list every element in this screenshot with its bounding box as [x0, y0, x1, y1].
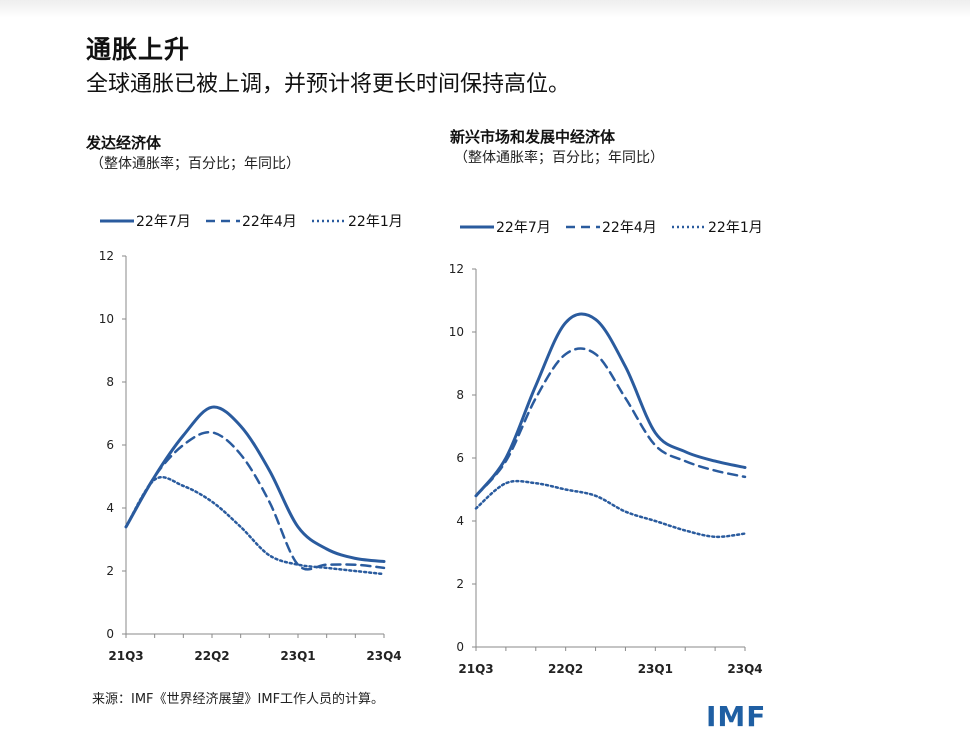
page-title: 通胀上升: [86, 35, 191, 64]
em-series-line-2: [474, 479, 747, 539]
ae-x-tick-23Q1: 23Q1: [280, 649, 315, 663]
ae-x-tick-21Q3: 21Q3: [108, 649, 143, 663]
ae-series-line-2: [124, 475, 386, 576]
ae-y-tick-2: 2: [106, 564, 114, 578]
em-y-tick-6: 6: [456, 451, 464, 465]
em-y-tick-12: 12: [449, 262, 464, 276]
em-y-tick-10: 10: [449, 325, 464, 339]
source-note: 来源：IMF《世界经济展望》IMF工作人员的计算。: [92, 692, 385, 707]
ae-y-tick-0: 0: [106, 627, 114, 641]
em-chart-subtitle: （整体通胀率；百分比；年同比）: [454, 149, 664, 166]
ae-x-tick-23Q4: 23Q4: [366, 649, 401, 663]
em-chart-title: 新兴市场和发展中经济体: [450, 128, 616, 146]
ae-y-tick-8: 8: [106, 375, 114, 389]
top-bar: [0, 0, 970, 18]
ae-chart-title: 发达经济体: [85, 134, 162, 152]
em-x-tick-23Q1: 23Q1: [638, 662, 673, 676]
ae-y-tick-12: 12: [99, 249, 114, 263]
em-x-tick-23Q4: 23Q4: [727, 662, 762, 676]
em-y-tick-8: 8: [456, 388, 464, 402]
em-x-tick-21Q3: 21Q3: [458, 662, 493, 676]
ae-legend-label-0: 22年7月: [136, 214, 191, 230]
imf-logo: IMF: [706, 700, 767, 733]
ae-legend-label-2: 22年1月: [348, 214, 403, 230]
ae-series-line-0: [124, 405, 386, 563]
em-series-line-0: [474, 312, 747, 498]
ae-chart-subtitle: （整体通胀率；百分比；年同比）: [90, 155, 300, 172]
em-y-tick-4: 4: [456, 514, 464, 528]
em-y-tick-2: 2: [456, 577, 464, 591]
page-subtitle: 全球通胀已被上调，并预计将更长时间保持高位。: [86, 72, 571, 97]
ae-x-tick-22Q2: 22Q2: [194, 649, 229, 663]
ae-y-tick-4: 4: [106, 501, 114, 515]
ae-y-tick-6: 6: [106, 438, 114, 452]
em-y-tick-0: 0: [456, 640, 464, 654]
em-x-tick-22Q2: 22Q2: [548, 662, 583, 676]
em-legend-label-2: 22年1月: [708, 220, 763, 236]
ae-y-tick-10: 10: [99, 312, 114, 326]
em-series-line-1: [474, 347, 747, 498]
ae-legend-label-1: 22年4月: [242, 214, 297, 230]
em-legend-label-1: 22年4月: [602, 220, 657, 236]
ae-series-line-1: [124, 430, 386, 571]
em-legend-label-0: 22年7月: [496, 220, 551, 236]
